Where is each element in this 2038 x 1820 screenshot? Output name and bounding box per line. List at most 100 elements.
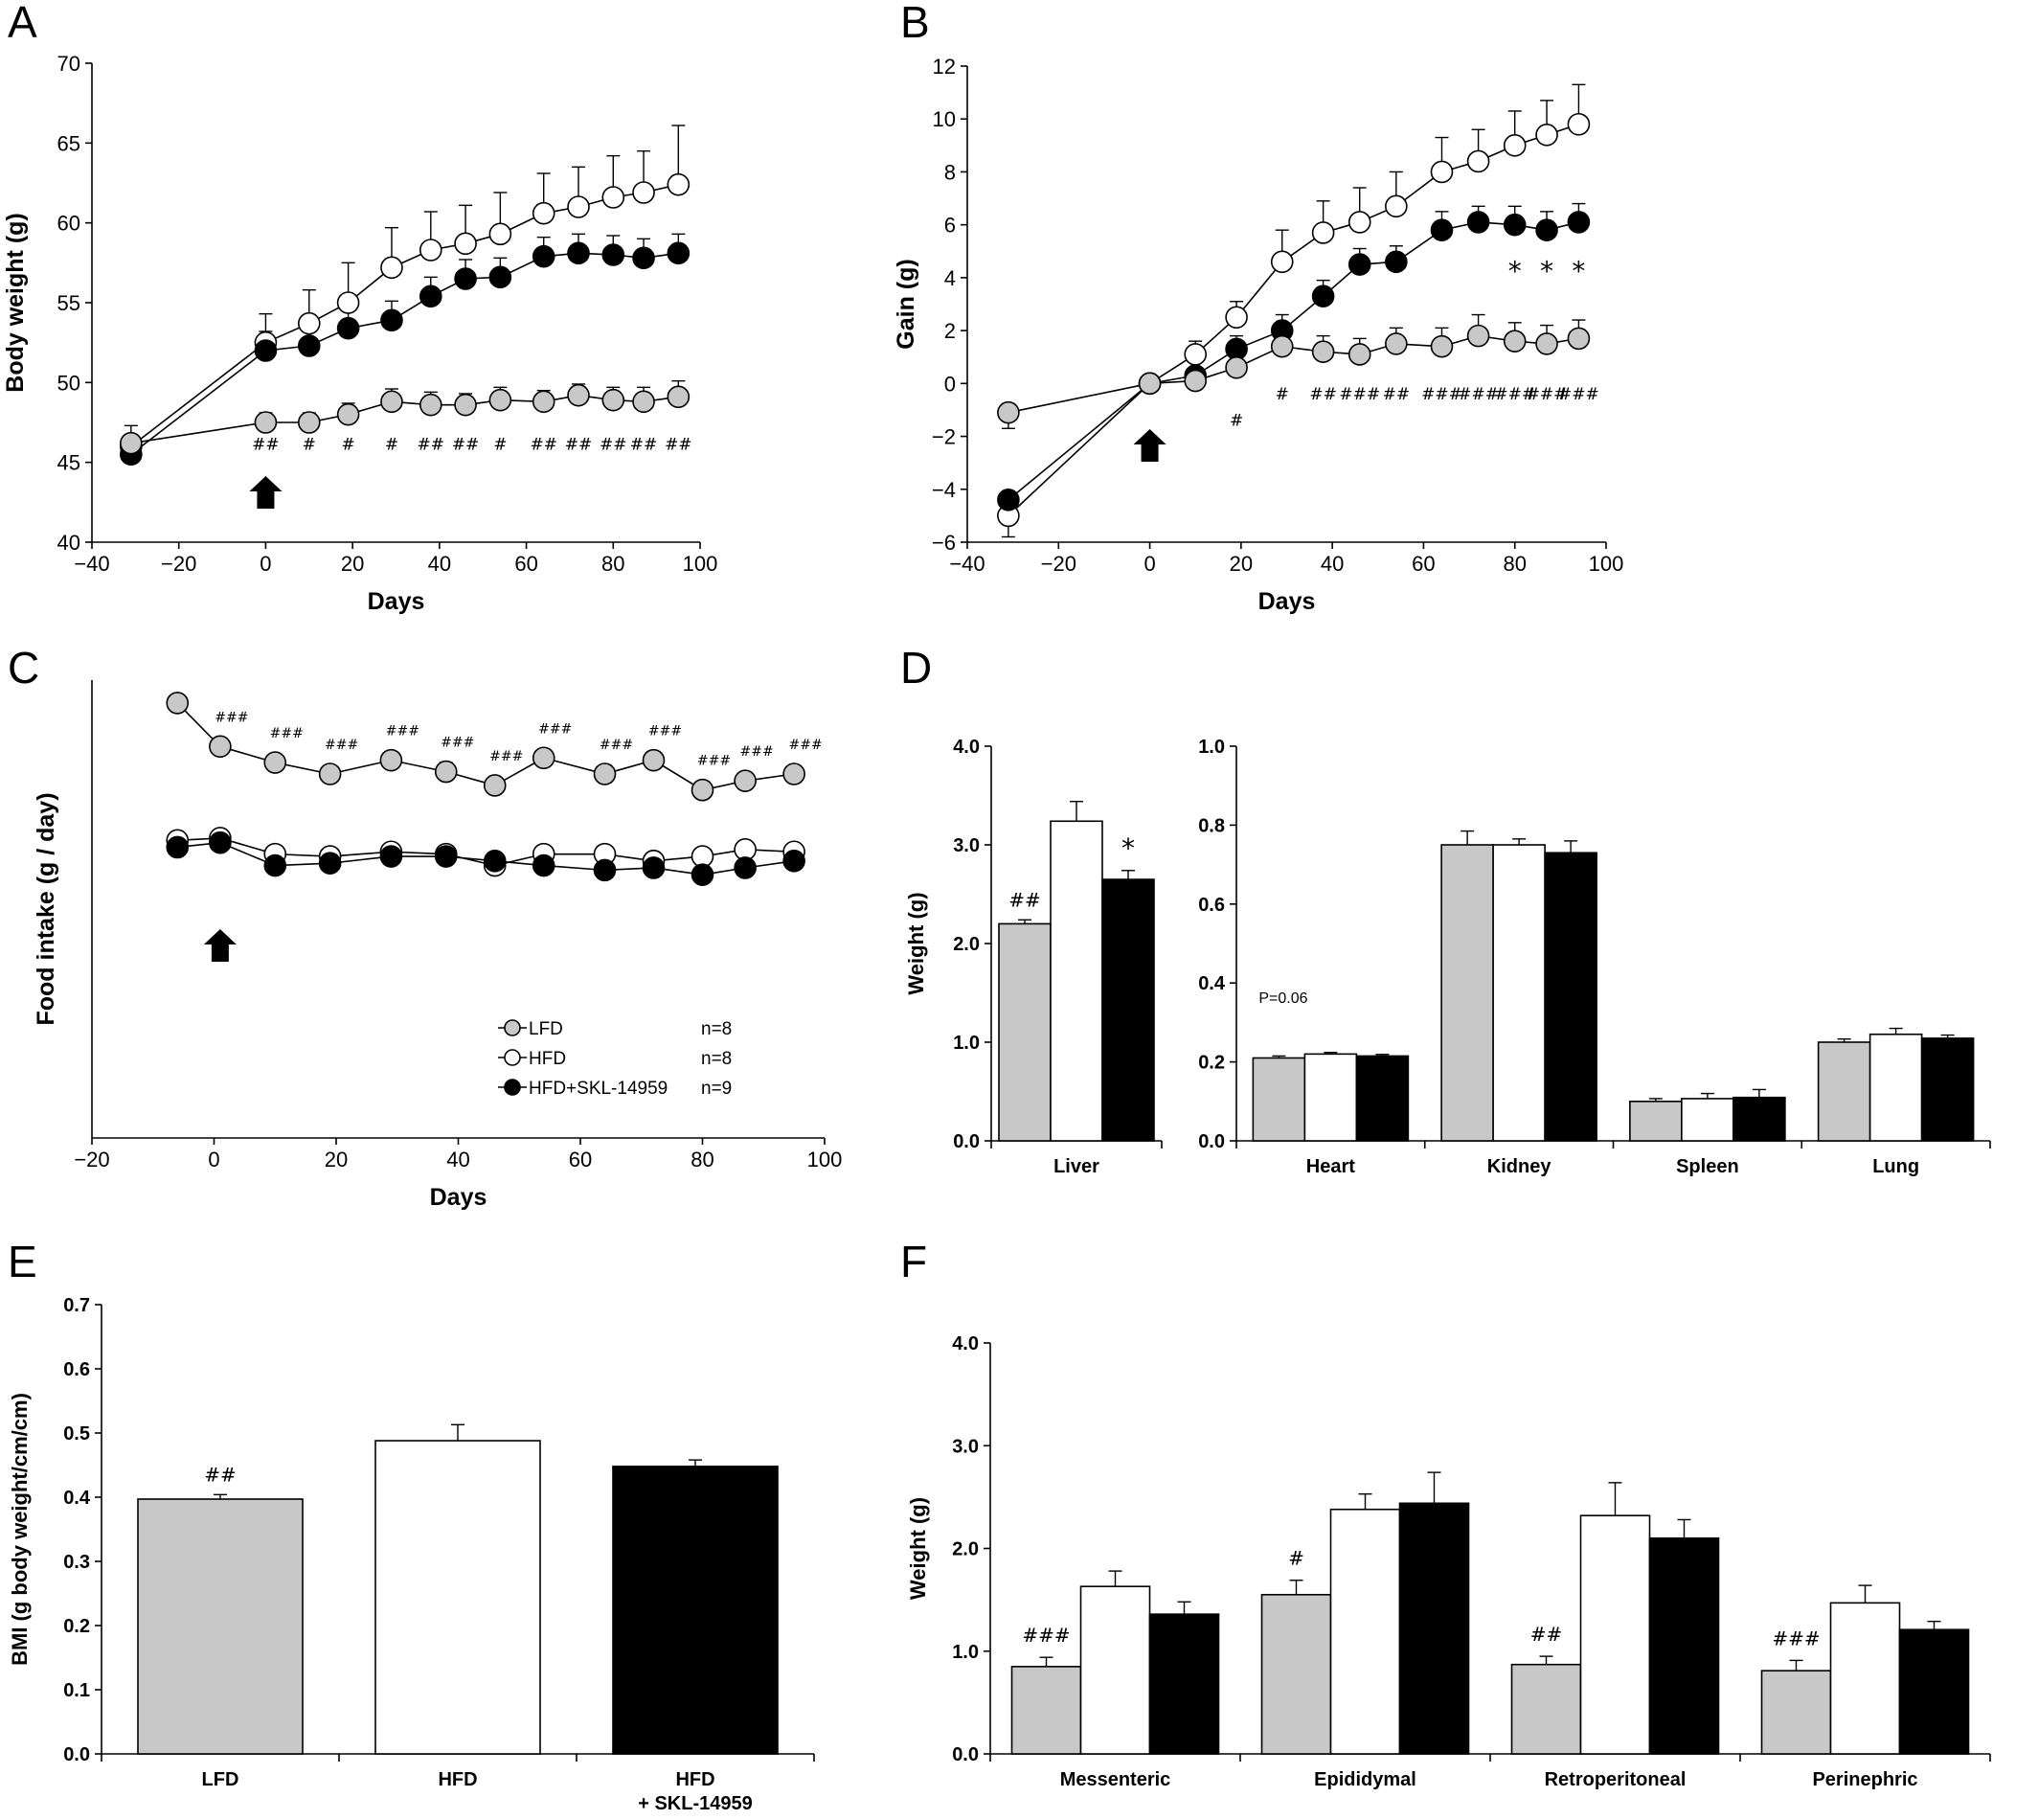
data-point — [1347, 253, 1371, 276]
data-point — [532, 201, 555, 225]
significance-star: * — [1508, 256, 1522, 287]
data-point — [1503, 213, 1527, 237]
series-line — [1008, 123, 1579, 516]
data-point — [567, 383, 590, 407]
intervention-arrow-icon — [203, 929, 237, 962]
significance-mark: ### — [538, 721, 572, 737]
x-tick-label: −40 — [74, 552, 109, 576]
data-point — [642, 748, 666, 772]
panel-a-letter: A — [8, 0, 37, 47]
data-point — [1311, 340, 1335, 364]
significance-mark: ### — [270, 726, 304, 741]
x-tick-label: 20 — [325, 1148, 348, 1172]
significance-mark: ### — [740, 744, 774, 760]
category-label: Perinephric — [1812, 1769, 1917, 1790]
y-tick-label: 4.0 — [953, 737, 980, 758]
data-point — [642, 856, 666, 879]
legend-n: n=8 — [701, 1019, 732, 1039]
significance-mark: # — [1276, 385, 1289, 404]
data-point — [209, 830, 232, 854]
significance-mark: ### — [386, 724, 419, 739]
panel-c-chart: −20 0 20 40 60 80 100 Days Food intake (g / day)… — [33, 680, 842, 1211]
significance-mark: ### — [1022, 1624, 1070, 1647]
significance-mark: ## — [665, 435, 692, 454]
data-point — [1567, 327, 1591, 351]
y-tick-label: 12 — [933, 55, 956, 79]
significance-mark: ### — [1339, 385, 1380, 404]
series-line — [130, 252, 679, 455]
y-tick-label: 0.4 — [63, 1488, 91, 1509]
data-point — [782, 850, 805, 873]
series-line — [176, 702, 795, 791]
significance-mark: ## — [600, 435, 627, 454]
bar — [1355, 1055, 1410, 1142]
significance-mark: ### — [441, 736, 474, 751]
category-label: Epididymal — [1314, 1769, 1416, 1790]
data-point — [667, 241, 691, 265]
data-point — [632, 181, 655, 204]
bar — [1732, 1096, 1786, 1142]
x-tick-label: 60 — [1412, 552, 1435, 576]
data-point — [483, 850, 507, 873]
panel-e-chart: 0.0 0.1 0.2 0.3 0.4 0.5 0.6 0.7 BMI (g body weig… — [8, 1295, 815, 1814]
category-label: Spleen — [1676, 1156, 1739, 1177]
data-point — [632, 390, 655, 414]
legend-marker — [504, 1019, 521, 1036]
data-point — [567, 241, 590, 265]
bar — [1050, 820, 1103, 1142]
bar — [1920, 1037, 1975, 1142]
data-point — [1430, 160, 1454, 184]
x-tick-label: 0 — [208, 1148, 219, 1172]
bar — [1329, 1508, 1401, 1755]
category-label: Messenteric — [1060, 1769, 1171, 1790]
y-axis-label: Food intake (g / day) — [33, 792, 59, 1025]
panel-d: D 0.0 1.0 2.0 3.0 4.0 Weight (g) Liver ## * 0.0 0.… — [891, 642, 2038, 1236]
series-line — [130, 183, 679, 447]
significance-mark: ### — [600, 738, 633, 753]
significance-mark: ### — [325, 738, 358, 753]
data-point — [1567, 112, 1591, 136]
data-point — [1466, 149, 1490, 173]
data-point — [593, 858, 617, 882]
y-axis-label: Weight (g) — [904, 892, 928, 994]
category-label-line2: + SKL-14959 — [638, 1793, 753, 1814]
x-tick-label: 80 — [691, 1148, 713, 1172]
data-point — [997, 400, 1020, 424]
data-point — [166, 835, 190, 859]
data-point — [1311, 221, 1335, 244]
significance-mark: ## — [1530, 1623, 1563, 1646]
data-point — [336, 316, 360, 340]
significance-mark: ### — [1527, 385, 1568, 404]
data-point — [1430, 334, 1454, 358]
category-label: Liver — [1053, 1156, 1099, 1177]
data-point — [601, 243, 625, 266]
y-tick-label: −2 — [932, 425, 956, 449]
y-tick-label: 0.5 — [63, 1423, 90, 1445]
bar — [1544, 852, 1597, 1142]
intervention-arrow-icon — [1133, 429, 1166, 462]
data-point — [667, 385, 691, 409]
legend-marker — [504, 1049, 521, 1066]
legend-n: n=8 — [701, 1049, 732, 1069]
data-point — [1347, 343, 1371, 366]
significance-mark: # — [341, 435, 354, 454]
significance-mark: ### — [489, 749, 523, 764]
y-tick-label: 65 — [57, 131, 80, 155]
bar — [1010, 1666, 1082, 1755]
x-tick-label: 20 — [1230, 552, 1253, 576]
data-point — [567, 195, 590, 218]
panel-e-letter: E — [8, 1237, 37, 1286]
y-tick-label: 70 — [57, 52, 80, 76]
data-point — [254, 411, 278, 434]
significance-star: * — [1572, 256, 1585, 287]
bar — [1629, 1100, 1683, 1142]
category-label: HFD — [438, 1769, 477, 1790]
intervention-arrow-icon — [249, 476, 283, 509]
y-tick-label: 3.0 — [953, 835, 980, 856]
y-tick-label: 0.2 — [1198, 1053, 1225, 1074]
x-tick-label: −40 — [949, 552, 985, 576]
bar — [1898, 1628, 1970, 1755]
significance-mark: ### — [697, 754, 731, 769]
p-value-note: P=0.06 — [1258, 990, 1307, 1007]
data-point — [336, 402, 360, 426]
